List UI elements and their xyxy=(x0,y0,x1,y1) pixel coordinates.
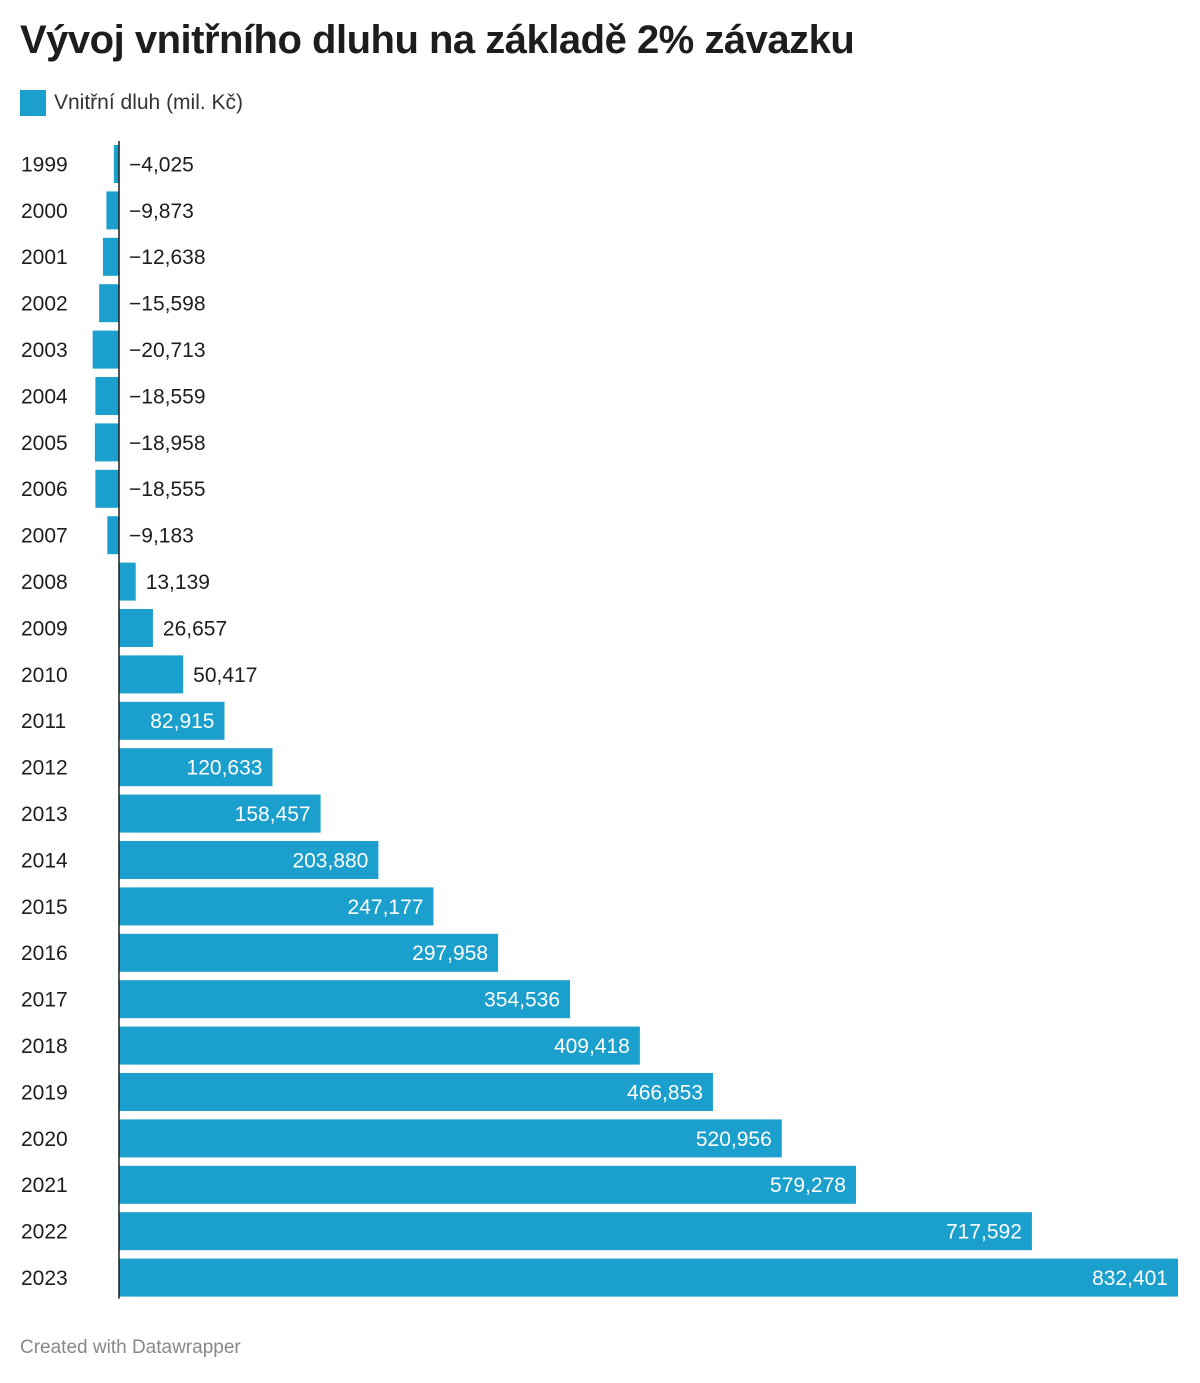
category-label: 2022 xyxy=(21,1221,68,1244)
bar xyxy=(119,841,379,879)
legend-label: Vnitřní dluh (mil. Kč) xyxy=(54,91,244,114)
value-label: 247,177 xyxy=(348,896,424,919)
value-label: 82,915 xyxy=(150,710,214,733)
footer-credit: Created with Datawrapper xyxy=(20,1337,241,1358)
bar xyxy=(92,330,119,369)
bar xyxy=(119,933,499,972)
value-label: 579,278 xyxy=(770,1174,846,1197)
value-label: −18,559 xyxy=(129,385,206,408)
bar xyxy=(119,794,321,833)
value-label: 50,417 xyxy=(193,664,257,687)
category-label: 2018 xyxy=(21,1035,68,1058)
bar xyxy=(119,1258,1178,1297)
bar xyxy=(119,1073,713,1111)
value-label: 717,592 xyxy=(946,1221,1022,1244)
value-label: 832,401 xyxy=(1092,1267,1168,1290)
bar xyxy=(106,191,119,230)
value-label: 409,418 xyxy=(554,1035,630,1058)
category-label: 2012 xyxy=(21,757,68,780)
bar xyxy=(119,1212,1032,1251)
value-label: 520,956 xyxy=(696,1128,772,1151)
category-label: 2015 xyxy=(21,896,68,919)
category-label: 2000 xyxy=(21,200,68,223)
bar xyxy=(119,748,273,787)
category-label: 2002 xyxy=(21,293,68,316)
category-label: 2023 xyxy=(21,1267,68,1290)
bar xyxy=(95,469,119,508)
value-label: −18,958 xyxy=(129,432,206,455)
value-label: −20,713 xyxy=(129,339,206,362)
value-label: 13,139 xyxy=(146,571,210,594)
bar xyxy=(119,609,153,647)
bar xyxy=(119,655,184,694)
value-label: −9,183 xyxy=(129,525,194,548)
value-label: 120,633 xyxy=(187,757,263,780)
value-label: 466,853 xyxy=(627,1081,703,1104)
bar xyxy=(119,701,225,740)
category-label: 2008 xyxy=(21,571,68,594)
category-label: 2004 xyxy=(21,385,68,408)
bar xyxy=(102,237,119,276)
bar xyxy=(119,1119,782,1158)
category-label: 2006 xyxy=(21,478,68,501)
bar xyxy=(95,377,119,415)
chart-title: Vývoj vnitřního dluhu na základě 2% záva… xyxy=(20,18,855,62)
bar xyxy=(119,1165,856,1204)
bar xyxy=(113,145,119,183)
bar xyxy=(119,1026,640,1065)
category-label: 2003 xyxy=(21,339,68,362)
bar xyxy=(119,887,434,926)
value-label: 26,657 xyxy=(163,617,227,640)
value-label: 158,457 xyxy=(235,803,311,826)
category-label: 2001 xyxy=(21,246,68,269)
category-label: 1999 xyxy=(21,153,68,176)
value-label: −4,025 xyxy=(129,153,194,176)
value-label: 297,958 xyxy=(412,942,488,965)
category-label: 2005 xyxy=(21,432,68,455)
category-label: 2011 xyxy=(21,710,66,733)
bar xyxy=(94,423,119,462)
bar xyxy=(119,562,136,601)
category-label: 2010 xyxy=(21,664,68,687)
category-label: 2017 xyxy=(21,989,68,1012)
legend-swatch xyxy=(20,90,46,116)
category-label: 2020 xyxy=(21,1128,68,1151)
category-label: 2016 xyxy=(21,942,68,965)
value-label: 354,536 xyxy=(484,989,560,1012)
value-label: 203,880 xyxy=(292,849,368,872)
legend: Vnitřní dluh (mil. Kč) xyxy=(20,90,243,116)
bar xyxy=(99,284,119,323)
bar xyxy=(119,980,571,1019)
value-label: −12,638 xyxy=(129,246,206,269)
bar xyxy=(107,516,119,555)
category-label: 2014 xyxy=(21,849,68,872)
value-label: −9,873 xyxy=(129,200,194,223)
value-label: −15,598 xyxy=(129,293,206,316)
category-label: 2021 xyxy=(21,1174,68,1197)
category-label: 2007 xyxy=(21,525,68,548)
category-label: 2013 xyxy=(21,803,68,826)
category-label: 2009 xyxy=(21,617,68,640)
category-label: 2019 xyxy=(21,1081,68,1104)
value-label: −18,555 xyxy=(129,478,206,501)
